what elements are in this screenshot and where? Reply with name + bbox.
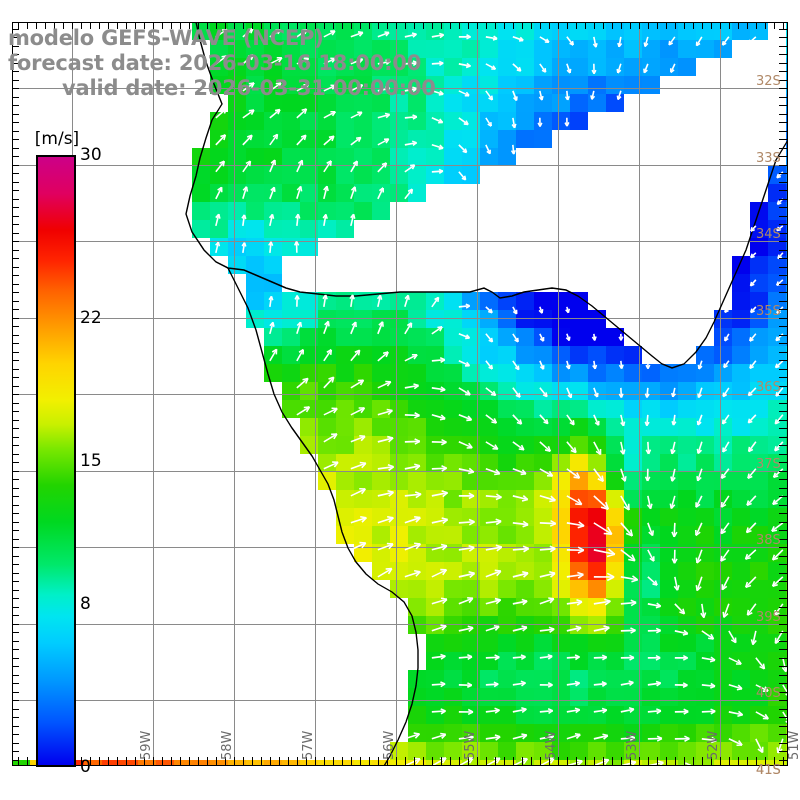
colorbar-tick-22: 22 bbox=[80, 308, 102, 329]
lon-label-57W: 57W bbox=[301, 730, 316, 760]
lon-label-59W: 59W bbox=[139, 730, 154, 760]
lon-label-52W: 52W bbox=[706, 730, 721, 760]
colorbar[interactable] bbox=[36, 155, 76, 767]
valid-date-text: valid date: 2026-03-31 00:00:00 bbox=[62, 76, 436, 100]
lon-label-58W: 58W bbox=[220, 730, 235, 760]
lon-label-54W: 54W bbox=[544, 730, 559, 760]
lat-label-34S: 34S bbox=[756, 227, 781, 242]
colorbar-tick-15: 15 bbox=[80, 451, 102, 471]
lon-label-55W: 55W bbox=[463, 730, 478, 760]
colorbar-tick-8: 8 bbox=[80, 593, 91, 614]
lat-label-41S: 41S bbox=[756, 762, 781, 778]
colorbar-tick-30: 30 bbox=[80, 145, 102, 165]
colorbar-gradient bbox=[36, 155, 76, 767]
lat-label-35S: 35S bbox=[756, 303, 781, 319]
lon-label-51W: 51W bbox=[787, 730, 800, 760]
lat-label-37S: 37S bbox=[756, 456, 781, 472]
lat-label-36S: 36S bbox=[756, 380, 781, 395]
lat-label-32S: 32S bbox=[756, 74, 781, 89]
lat-label-38S: 38S bbox=[756, 533, 781, 548]
lat-label-33S: 33S bbox=[756, 150, 781, 166]
forecast-date-text: forecast date: 2026-03-16 18:00:00 bbox=[8, 51, 422, 75]
map-plot-area[interactable] bbox=[12, 22, 788, 766]
colorbar-unit-label: [m/s] bbox=[34, 129, 80, 149]
lat-label-40S: 40S bbox=[756, 686, 781, 701]
lat-label-corner: 41S bbox=[756, 762, 781, 778]
wind-speed-heatmap-canvas bbox=[12, 22, 788, 766]
colorbar-tick-0: 0 bbox=[80, 757, 91, 777]
title-block: modelo GEFS-WAVE (NCEP) forecast date: 2… bbox=[0, 26, 520, 101]
lon-label-53W: 53W bbox=[625, 730, 640, 760]
lon-label-56W: 56W bbox=[382, 730, 397, 760]
lat-label-39S: 39S bbox=[756, 609, 781, 625]
model-title: modelo GEFS-WAVE (NCEP) bbox=[8, 26, 324, 50]
